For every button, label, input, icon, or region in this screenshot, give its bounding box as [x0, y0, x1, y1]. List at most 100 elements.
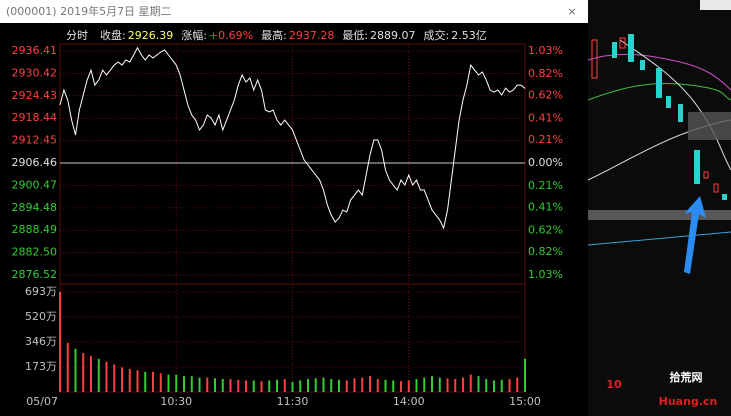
volume-bar — [113, 364, 116, 392]
volume-bar — [221, 379, 224, 392]
volume-bar — [477, 376, 480, 392]
window-title: (000001) 2019年5月7日 星期二 — [6, 4, 172, 18]
y2-tick-label: 0.82% — [528, 245, 563, 258]
y2-tick-label: 0.21% — [528, 133, 563, 146]
y-tick-label: 2912.45 — [12, 134, 58, 147]
y-tick-label: 2924.43 — [12, 89, 58, 102]
volume-bar — [322, 377, 325, 392]
close-button[interactable]: × — [567, 5, 576, 18]
volume-bar — [469, 374, 472, 392]
watermark-logo: 10 — [606, 378, 622, 391]
volume-bar — [423, 377, 426, 392]
volume-bar — [167, 374, 170, 392]
volume-bar — [431, 376, 433, 392]
mode-label: 分时 — [66, 29, 88, 42]
volume-bar — [159, 373, 162, 392]
volume-bar — [516, 377, 519, 392]
info-value: 2937.28 — [289, 29, 335, 42]
volume-bar — [392, 380, 395, 392]
ma-line — [587, 231, 731, 246]
info-label: 成交: — [424, 28, 450, 42]
price-tag — [688, 112, 731, 140]
volume-tick-label: 520万 — [25, 310, 57, 323]
info-label: 最低: — [342, 29, 368, 42]
y-tick-label: 2882.50 — [12, 246, 58, 259]
y-tick-label: 2894.48 — [12, 201, 58, 214]
watermark: 10 拾荒网 Huang.cn — [606, 370, 717, 408]
volume-bar — [307, 379, 309, 392]
title-bar — [0, 0, 588, 23]
volume-tick-label: 346万 — [25, 335, 57, 348]
y-tick-label: 2900.47 — [12, 178, 58, 191]
y-tick-label: 2906.46 — [12, 156, 58, 169]
volume-bar — [415, 379, 418, 392]
volume-bar — [252, 380, 255, 392]
volume-bar — [175, 374, 178, 392]
volume-bar — [485, 379, 488, 392]
volume-bar — [214, 378, 216, 392]
volume-bar — [82, 353, 85, 392]
volume-bar — [438, 377, 441, 392]
y2-tick-label: 1.03% — [528, 268, 563, 281]
y2-tick-label: 0.41% — [528, 111, 563, 124]
info-row: 收盘: 2926.39 涨幅: +0.69% 最高: 2937.28 最低: 2889.07 成… — [100, 28, 487, 42]
volume-bar — [268, 380, 271, 392]
watermark-name: 拾荒网 — [670, 370, 703, 384]
volume-bar — [206, 377, 209, 392]
info-value: +0.69% — [209, 29, 253, 42]
volume-bar — [338, 379, 340, 392]
volume-bar — [446, 378, 449, 392]
price-line — [59, 46, 526, 230]
volume-bar — [508, 379, 511, 392]
volume-bar — [299, 380, 302, 392]
volume-bar — [462, 377, 464, 392]
volume-bar — [493, 380, 495, 392]
volume-bar — [291, 381, 294, 392]
volume-bar — [105, 361, 108, 392]
volume-bar — [190, 376, 193, 392]
y2-tick-label: 0.62% — [528, 89, 563, 102]
y2-tick-label: 0.21% — [528, 179, 563, 192]
x-tick-label: 15:00 — [509, 395, 541, 408]
volume-bar — [128, 368, 131, 392]
y2-tick-label: 0.82% — [528, 67, 563, 80]
volume-bar — [330, 379, 333, 392]
volume-bar — [229, 379, 232, 392]
volume-bar — [245, 380, 247, 392]
y-tick-label: 2918.44 — [12, 111, 58, 124]
volume-bar — [400, 381, 402, 392]
volume-bar — [121, 367, 123, 392]
price-band — [588, 210, 731, 220]
x-tick-label: 11:30 — [277, 395, 309, 408]
volume-bar — [276, 379, 278, 392]
y2-tick-label: 0.00% — [528, 156, 563, 169]
volume-tick-label: 693万 — [25, 285, 57, 298]
ma-line — [587, 83, 731, 101]
volume-bar — [283, 379, 286, 392]
volume-bar — [144, 371, 147, 392]
volume-bar — [369, 376, 371, 392]
ma-line — [619, 39, 731, 171]
volume-bar — [198, 377, 201, 392]
info-label: 收盘: — [100, 28, 126, 42]
watermark-site: Huang.cn — [659, 395, 718, 408]
volume-bar — [74, 348, 77, 392]
volume-bar — [314, 378, 317, 392]
info-value: 2889.07 — [370, 29, 416, 42]
info-label: 涨幅: — [181, 29, 207, 42]
settings-button[interactable] — [700, 0, 731, 10]
y-tick-label: 2930.42 — [12, 66, 58, 79]
volume-bar — [260, 381, 263, 392]
arrow — [684, 196, 706, 274]
volume-bar — [97, 358, 100, 392]
volume-bar — [136, 370, 139, 392]
volume-bar — [524, 358, 526, 392]
x-tick-label: 10:30 — [160, 395, 192, 408]
y-tick-label: 2936.41 — [12, 44, 58, 57]
volume-bar — [361, 377, 364, 392]
info-label: 最高: — [261, 28, 287, 42]
volume-bar — [152, 371, 154, 392]
info-value: 2.53亿 — [451, 29, 487, 42]
